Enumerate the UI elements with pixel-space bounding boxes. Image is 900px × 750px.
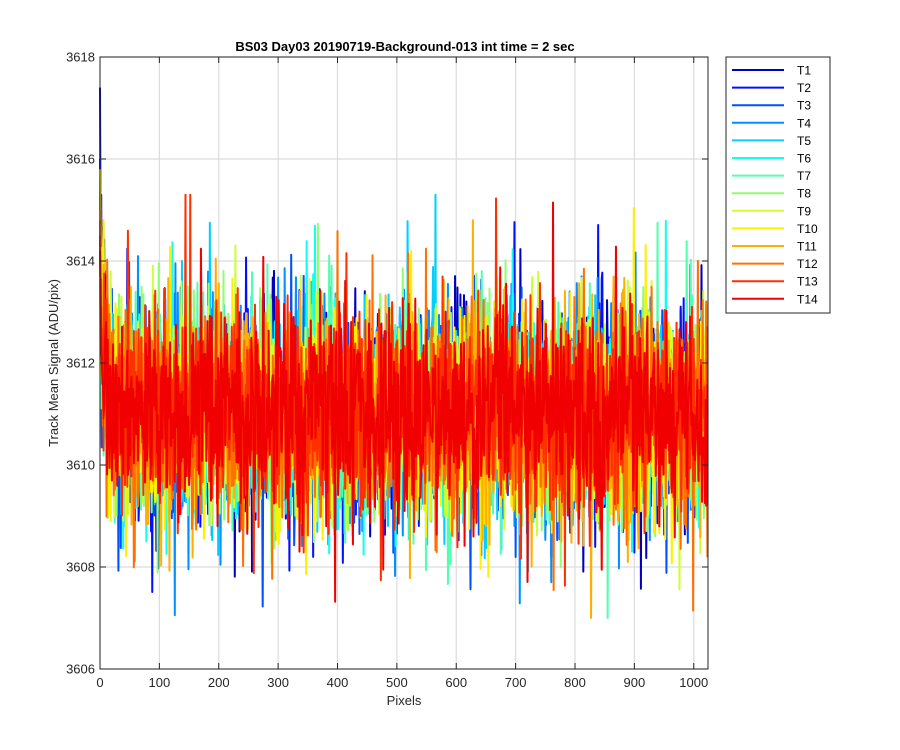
legend-label-t3: T3 [797, 99, 811, 113]
legend-box [725, 56, 831, 314]
x-axis-label: Pixels [387, 693, 422, 708]
y-tick-label: 3616 [66, 152, 95, 167]
x-tick-label: 800 [564, 675, 586, 690]
legend-label-t10: T10 [797, 222, 818, 236]
legend-label-t2: T2 [797, 81, 811, 95]
x-tick-label: 100 [149, 675, 171, 690]
legend-label-t6: T6 [797, 152, 811, 166]
legend-label-t13: T13 [797, 275, 818, 289]
chart-title: BS03 Day03 20190719-Background-013 int t… [235, 39, 574, 54]
plot-area [99, 56, 709, 670]
legend-label-t14: T14 [797, 292, 818, 306]
y-tick-label: 3606 [66, 662, 95, 677]
y-tick-label: 3610 [66, 458, 95, 473]
x-tick-label: 500 [386, 675, 408, 690]
x-tick-label: 700 [505, 675, 527, 690]
legend-label-t12: T12 [797, 257, 818, 271]
x-tick-label: 1000 [679, 675, 708, 690]
legend-label-t4: T4 [797, 116, 811, 130]
x-tick-label: 400 [327, 675, 349, 690]
x-tick-label: 0 [96, 675, 103, 690]
legend-label-t7: T7 [797, 169, 811, 183]
y-axis-label: Track Mean Signal (ADU/pix) [46, 279, 61, 447]
y-tick-label: 3608 [66, 560, 95, 575]
x-tick-label: 300 [267, 675, 289, 690]
legend-label-t8: T8 [797, 187, 811, 201]
x-tick-label: 600 [445, 675, 467, 690]
x-tick-labels: 0 100 200 300 400 500 600 700 800 900 1000 [96, 675, 708, 690]
legend-label-t5: T5 [797, 134, 811, 148]
legend: T1 T2 T3 T4 T5 T6 T7 T8 T9 T10 T11 T12 T13 T14 [725, 56, 831, 314]
x-tick-label: 900 [624, 675, 646, 690]
legend-label-t11: T11 [797, 240, 817, 254]
legend-items: T1 T2 T3 T4 T5 T6 T7 T8 T9 T10 T11 T12 T13 T14 [732, 64, 818, 306]
x-tick-label: 200 [208, 675, 230, 690]
legend-label-t1: T1 [797, 64, 811, 78]
y-tick-label: 3618 [66, 50, 95, 65]
series-line-t14 [99, 201, 709, 603]
y-tick-label: 3612 [66, 356, 95, 371]
y-tick-label: 3614 [66, 254, 95, 269]
tick-marks [99, 56, 708, 670]
y-tick-labels: 3606 3608 3610 3612 3614 3616 3618 [66, 50, 95, 677]
series-lines [99, 87, 709, 619]
legend-label-t9: T9 [797, 204, 811, 218]
